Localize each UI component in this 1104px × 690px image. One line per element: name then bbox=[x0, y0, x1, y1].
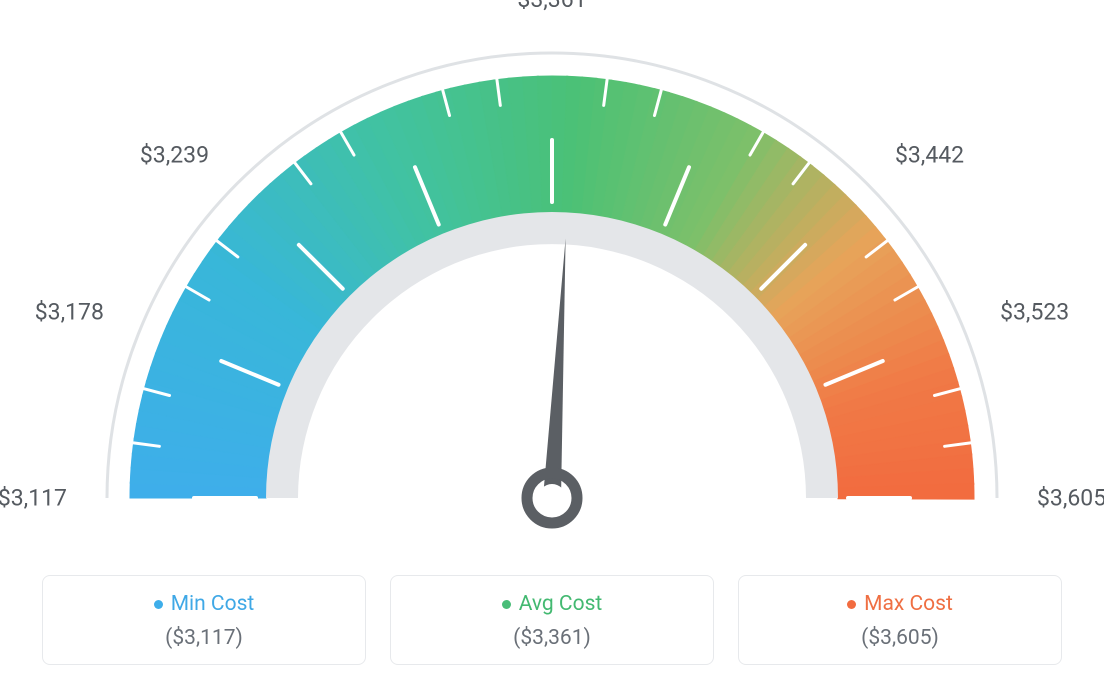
gauge-scale-label: $3,239 bbox=[140, 142, 209, 169]
cost-card: Max Cost ($3,605) bbox=[738, 575, 1062, 665]
cost-card-title: Max Cost bbox=[864, 592, 953, 616]
bullet-icon bbox=[154, 600, 163, 609]
gauge-scale-label: $3,605 bbox=[1037, 485, 1104, 512]
gauge-needle bbox=[543, 238, 566, 498]
cost-card-header: Min Cost bbox=[154, 592, 255, 616]
cost-card-title: Avg Cost bbox=[519, 592, 603, 616]
cost-cards-row: Min Cost ($3,117) Avg Cost ($3,361) Max Cost… bbox=[0, 575, 1104, 665]
cost-card-header: Avg Cost bbox=[502, 592, 603, 616]
cost-card-header: Max Cost bbox=[847, 592, 953, 616]
cost-card-title: Min Cost bbox=[171, 592, 255, 616]
gauge-scale-label: $3,361 bbox=[517, 0, 586, 13]
gauge-scale-label: $3,442 bbox=[895, 142, 964, 169]
cost-card: Avg Cost ($3,361) bbox=[390, 575, 714, 665]
cost-card-value: ($3,117) bbox=[53, 626, 355, 650]
cost-card-value: ($3,361) bbox=[401, 626, 703, 650]
bullet-icon bbox=[502, 600, 511, 609]
cost-card-value: ($3,605) bbox=[749, 626, 1051, 650]
gauge-cost-chart: $3,117 $3,178 $3,239 $3,361 $3,442 $3,523 $3,6… bbox=[0, 0, 1104, 690]
gauge-scale-label: $3,523 bbox=[1000, 299, 1069, 326]
gauge-scale-label: $3,178 bbox=[35, 299, 104, 326]
gauge-scale-label: $3,117 bbox=[0, 485, 67, 512]
cost-card: Min Cost ($3,117) bbox=[42, 575, 366, 665]
bullet-icon bbox=[847, 600, 856, 609]
